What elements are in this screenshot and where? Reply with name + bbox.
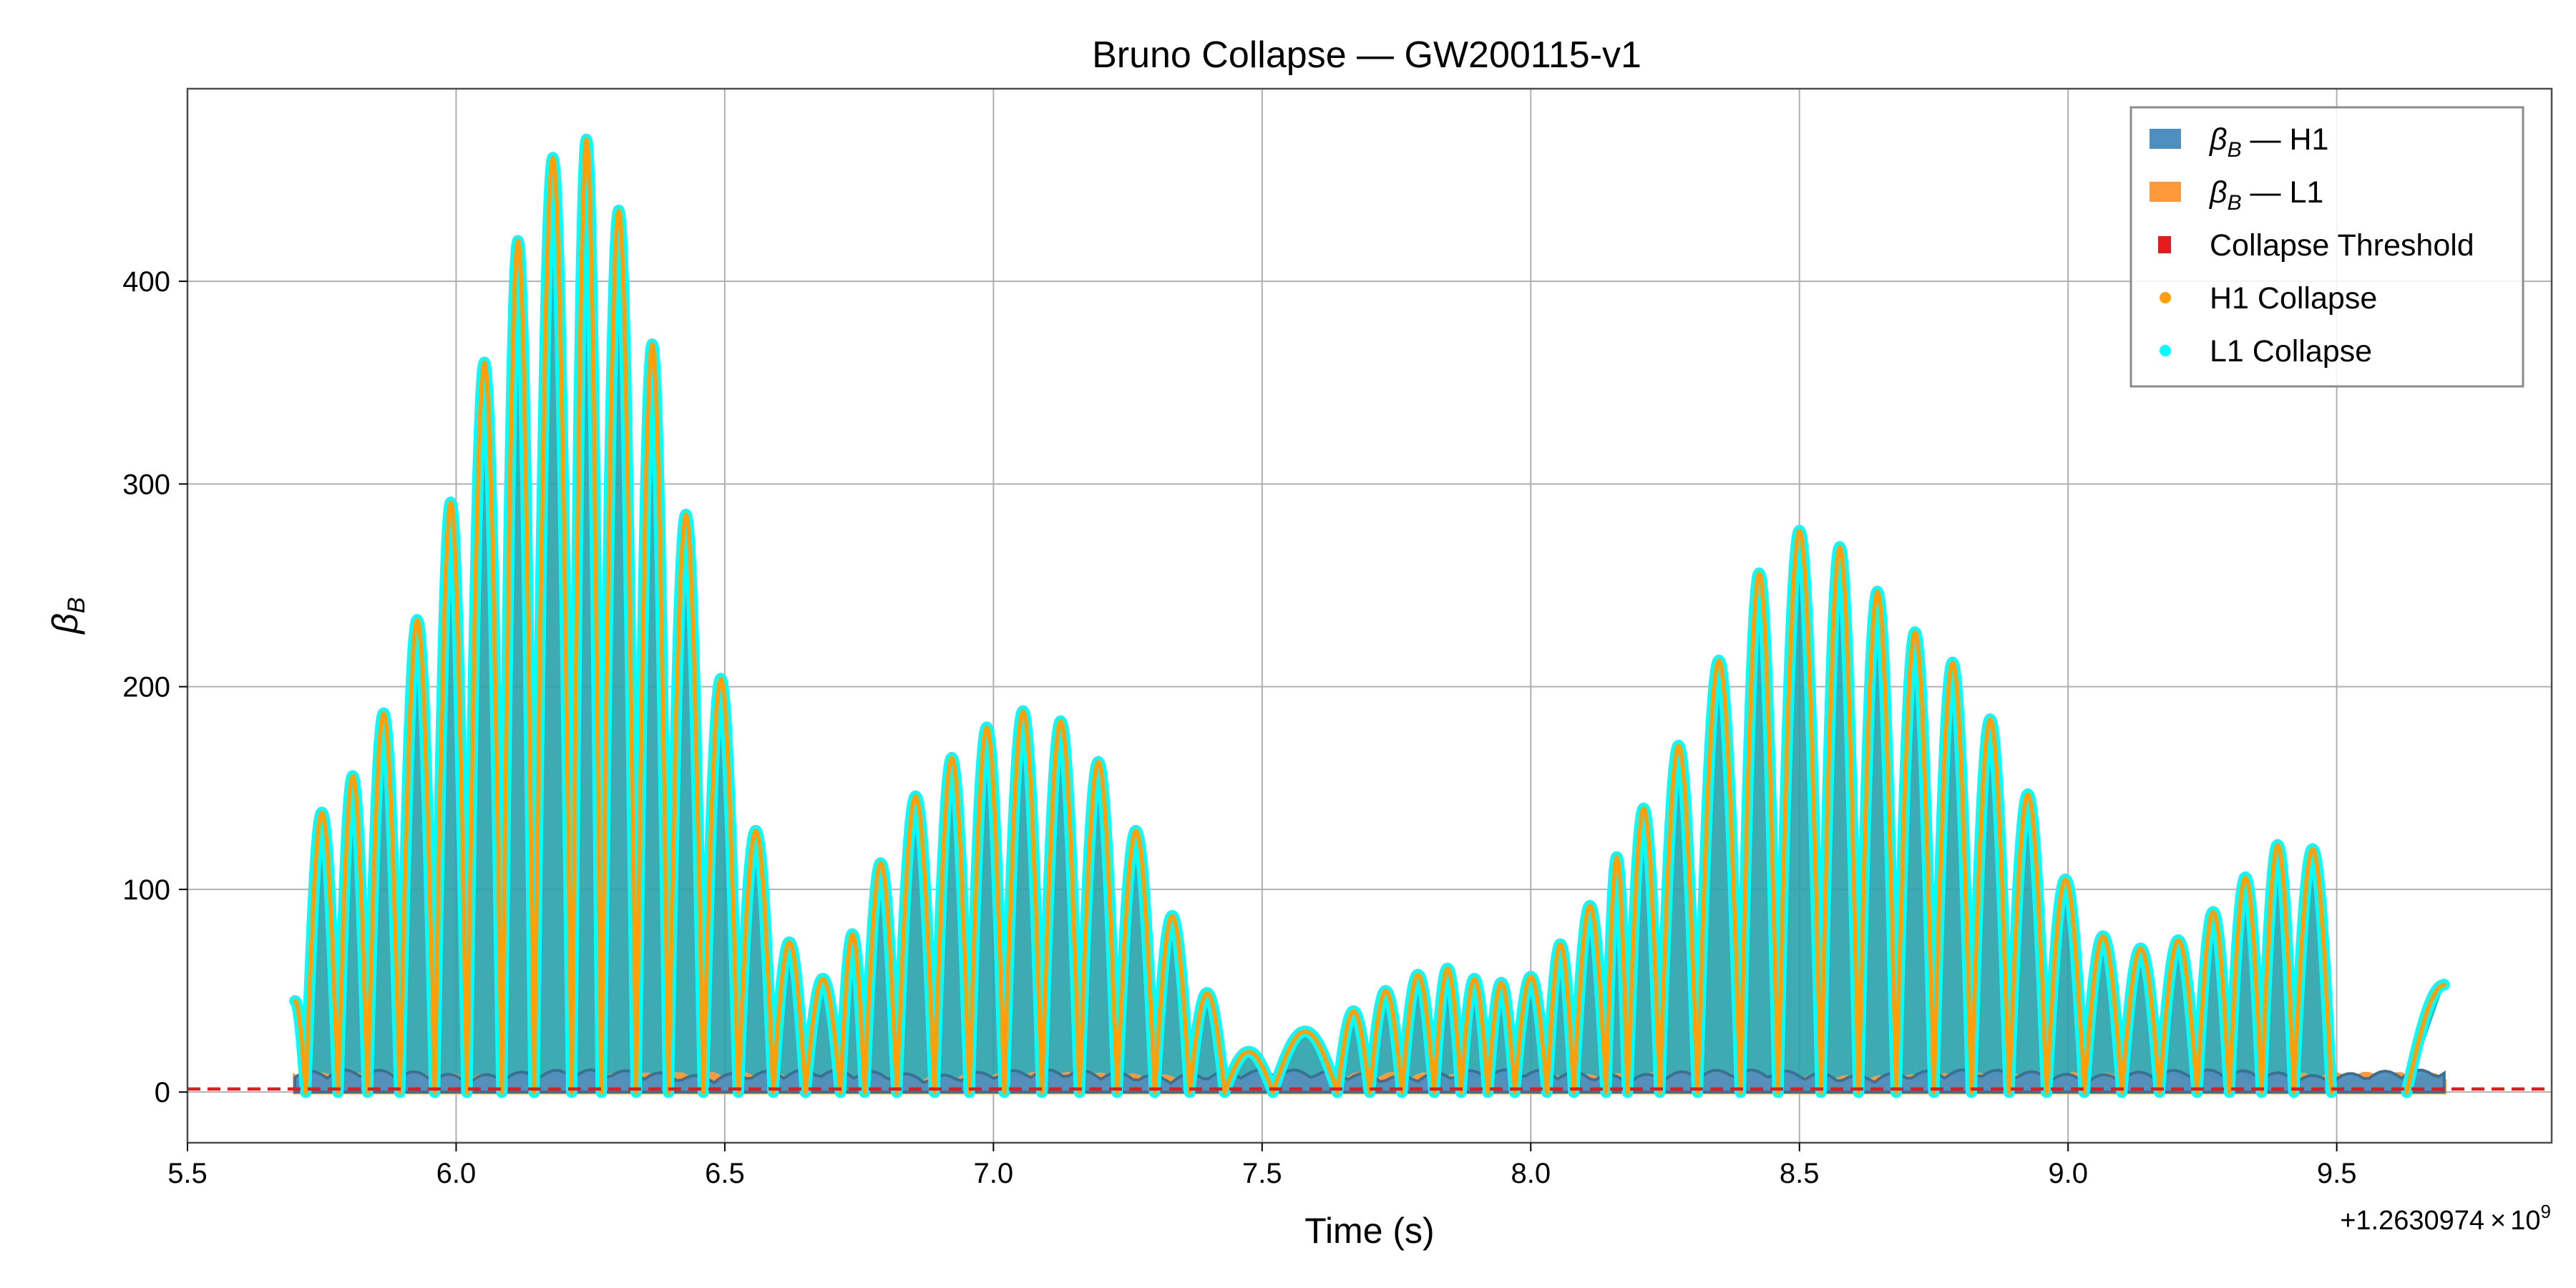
x-tick-label-8: 9.5 [2317, 1158, 2357, 1189]
x-offset-base: +1.2630974 [2340, 1206, 2484, 1236]
x-axis-title: Time (s) [1304, 1211, 1434, 1251]
x-offset-pow: 10 [2510, 1206, 2540, 1236]
legend-label-rest-2: Collapse Threshold [2210, 228, 2474, 263]
x-tick-label-2: 6.5 [705, 1158, 745, 1189]
legend-label-sub-1: B [2228, 191, 2242, 215]
chart-title: Bruno Collapse — GW200115-v1 [1092, 34, 1641, 76]
x-tick-label-7: 9.0 [2048, 1158, 2088, 1189]
legend-label-base-1: β [2208, 175, 2228, 210]
legend-label-rest-4: L1 Collapse [2210, 334, 2372, 369]
legend-label-2: Collapse Threshold [2210, 228, 2474, 263]
y-tick-label-2: 200 [122, 672, 170, 703]
legend-label-rest-0: — H1 [2242, 122, 2329, 157]
legend-label-0: βB — H1 [2208, 122, 2328, 162]
x-tick-label-0: 5.5 [167, 1158, 208, 1189]
legend: βB — H1βB — L1Collapse ThresholdH1 Colla… [2131, 107, 2523, 386]
legend-label-rest-1: — L1 [2242, 175, 2324, 210]
legend-label-4: L1 Collapse [2210, 334, 2372, 369]
x-tick-label-4: 7.5 [1242, 1158, 1282, 1189]
x-offset-times: × [2490, 1206, 2506, 1236]
x-tick-label-1: 6.0 [436, 1158, 477, 1189]
x-offset-exp: 9 [2541, 1201, 2551, 1222]
legend-label-rest-3: H1 Collapse [2210, 281, 2377, 316]
y-axis-title-sub: B [63, 597, 90, 613]
legend-label-sub-0: B [2228, 138, 2242, 162]
x-tick-label-5: 8.0 [1511, 1158, 1551, 1189]
legend-marker-0 [2150, 129, 2181, 149]
legend-marker-1 [2150, 182, 2181, 202]
legend-label-3: H1 Collapse [2210, 281, 2377, 316]
y-tick-label-1: 100 [122, 874, 170, 906]
legend-label-1: βB — L1 [2208, 175, 2323, 215]
y-axis-title-base: β [45, 613, 85, 635]
legend-marker-2 [2158, 236, 2171, 253]
legend-marker-4 [2160, 345, 2171, 356]
y-tick-label-4: 400 [122, 266, 170, 298]
x-axis-offset: +1.2630974×109 [2340, 1201, 2551, 1236]
legend-label-base-0: β [2208, 122, 2228, 157]
x-tick-label-3: 7.0 [974, 1158, 1014, 1189]
y-tick-label-0: 0 [155, 1077, 170, 1108]
y-tick-label-3: 300 [122, 469, 170, 500]
legend-marker-3 [2160, 292, 2171, 303]
x-tick-label-6: 8.5 [1780, 1158, 1820, 1189]
